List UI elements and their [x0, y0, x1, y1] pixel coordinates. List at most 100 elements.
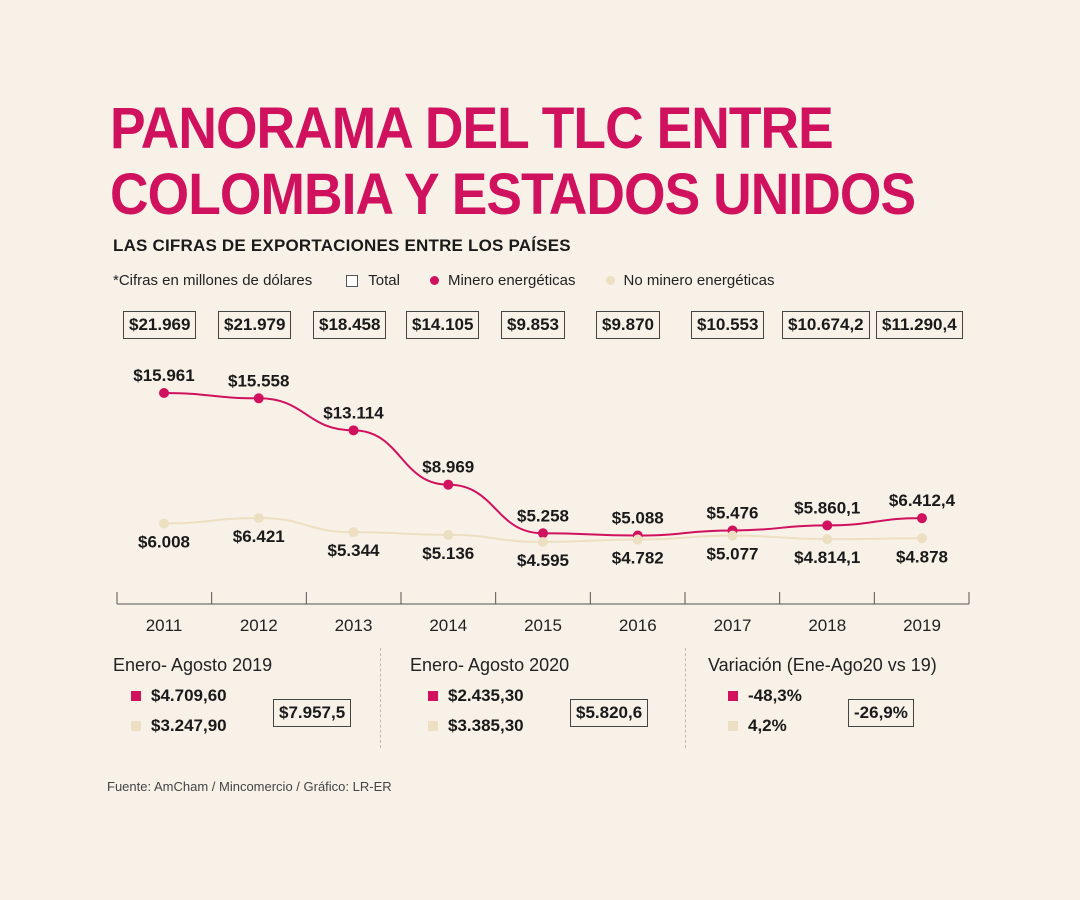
x-tick-label: 2018 — [808, 616, 846, 635]
summary-2019-period: Enero- Agosto 2019 — [113, 655, 273, 675]
x-tick-label: 2019 — [903, 616, 941, 635]
data-label-no-minero: $4.814,1 — [794, 548, 860, 567]
data-label-minero: $5.258 — [517, 506, 569, 525]
summary-2020-minero: $2.435,30 — [428, 686, 569, 706]
legend-total: Total — [346, 272, 400, 289]
total-box: $21.969 — [123, 311, 197, 339]
legend: *Cifras en millones de dólares Total Min… — [113, 272, 804, 289]
magenta-dot-icon — [728, 691, 738, 701]
data-point-no-minero — [822, 534, 833, 545]
series-line-no-minero — [163, 517, 923, 544]
summary-2020-no-minero: $3.385,30 — [428, 716, 569, 736]
divider — [380, 648, 381, 748]
data-point-no-minero — [348, 527, 359, 538]
data-point-no-minero — [253, 513, 264, 524]
legend-minero-label: Minero energéticas — [447, 272, 576, 289]
summary-variation-no-minero-value: 4,2% — [748, 716, 787, 735]
data-label-no-minero: $5.344 — [328, 541, 381, 560]
beige-dot-icon — [428, 721, 438, 731]
units-note: *Cifras en millones de dólares — [113, 272, 313, 289]
chart-subtitle: LAS CIFRAS DE EXPORTACIONES ENTRE LOS PA… — [113, 236, 571, 255]
beige-dot-icon — [728, 721, 738, 731]
data-point-minero — [538, 528, 548, 539]
summary-variation: Variación (Ene-Ago20 vs 19) -48,3% 4,2% … — [708, 655, 937, 736]
summary-2020-period: Enero- Agosto 2020 — [410, 655, 570, 675]
total-box: $21.979 — [218, 311, 292, 339]
data-point-minero — [822, 520, 833, 531]
divider — [685, 648, 686, 748]
square-icon — [346, 274, 359, 287]
summary-variation-minero-value: -48,3% — [748, 686, 802, 705]
data-point-no-minero — [632, 534, 643, 545]
data-label-no-minero: $4.782 — [612, 549, 664, 568]
data-label-minero: $6.412,4 — [889, 491, 956, 510]
data-point-minero — [159, 388, 169, 398]
total-box: $9.853 — [501, 311, 565, 339]
data-label-no-minero: $6.008 — [138, 532, 190, 551]
summary-2019-no-minero: $3.247,90 — [131, 716, 272, 736]
legend-no-minero: No minero energéticas — [605, 272, 775, 289]
data-label-no-minero: $5.136 — [422, 544, 474, 563]
page-title: PANORAMA DEL TLC ENTRE COLOMBIA Y ESTADO… — [110, 96, 916, 228]
total-box: $14.105 — [406, 311, 480, 339]
source-note: Fuente: AmCham / Mincomercio / Gráfico: … — [107, 779, 392, 794]
summary-2020-no-minero-value: $3.385,30 — [448, 716, 524, 735]
data-label-minero: $5.860,1 — [794, 498, 860, 517]
data-label-no-minero: $6.421 — [233, 527, 285, 546]
beige-dot-icon — [131, 721, 141, 731]
magenta-dot-icon — [131, 691, 141, 701]
total-box: $10.553 — [691, 311, 765, 339]
x-tick-label: 2015 — [524, 616, 562, 635]
summary-2020-total: $5.820,6 — [570, 699, 649, 727]
total-box: $18.458 — [313, 311, 387, 339]
data-label-no-minero: $4.595 — [517, 551, 569, 570]
summary-2019-minero-value: $4.709,60 — [151, 686, 227, 705]
summary-variation-minero: -48,3% — [728, 686, 937, 706]
magenta-dot-icon — [428, 691, 438, 701]
title-line-2: COLOMBIA Y ESTADOS UNIDOS — [110, 162, 916, 227]
summary-2019: Enero- Agosto 2019 $4.709,60 $3.247,90 $… — [113, 655, 352, 736]
magenta-dot-icon — [429, 276, 439, 285]
data-point-no-minero — [727, 530, 738, 541]
x-tick-label: 2011 — [146, 616, 183, 635]
summary-variation-period: Variación (Ene-Ago20 vs 19) — [708, 655, 937, 675]
x-tick-label: 2013 — [335, 616, 373, 635]
total-box: $9.870 — [596, 311, 660, 339]
summary-2019-no-minero-value: $3.247,90 — [151, 716, 227, 735]
summary-2020: Enero- Agosto 2020 $2.435,30 $3.385,30 $… — [410, 655, 649, 736]
x-tick-label: 2017 — [714, 616, 752, 635]
summary-2019-minero: $4.709,60 — [131, 686, 272, 706]
data-point-minero — [253, 393, 264, 404]
total-box: $10.674,2 — [782, 311, 870, 339]
summary-2020-minero-value: $2.435,30 — [448, 686, 524, 705]
data-label-minero: $15.961 — [133, 366, 194, 385]
data-label-no-minero: $4.878 — [896, 547, 948, 566]
data-label-no-minero: $5.077 — [707, 545, 759, 564]
data-label-minero: $5.476 — [707, 503, 759, 522]
data-label-minero: $15.558 — [228, 371, 289, 390]
series-line-minero — [163, 392, 923, 537]
data-label-minero: $13.114 — [323, 403, 384, 422]
summary-variation-total: -26,9% — [848, 699, 914, 727]
data-point-minero — [348, 425, 359, 436]
legend-total-label: Total — [368, 272, 400, 289]
x-tick-label: 2016 — [619, 616, 657, 635]
data-point-no-minero — [159, 518, 169, 529]
total-box: $11.290,4 — [876, 311, 963, 339]
data-point-no-minero — [538, 537, 548, 547]
legend-minero: Minero energéticas — [429, 272, 576, 289]
summary-variation-no-minero: 4,2% — [728, 716, 937, 736]
data-point-no-minero — [917, 533, 927, 544]
data-point-no-minero — [443, 529, 454, 540]
summary-2019-total: $7.957,5 — [273, 699, 352, 727]
beige-dot-icon — [605, 276, 615, 285]
data-label-minero: $8.969 — [422, 458, 474, 477]
x-tick-label: 2014 — [429, 616, 467, 635]
legend-no-minero-label: No minero energéticas — [623, 272, 775, 289]
x-tick-label: 2012 — [240, 616, 278, 635]
title-line-1: PANORAMA DEL TLC ENTRE — [110, 96, 834, 161]
data-point-minero — [917, 513, 927, 524]
data-label-minero: $5.088 — [612, 509, 664, 528]
data-point-minero — [443, 479, 454, 490]
